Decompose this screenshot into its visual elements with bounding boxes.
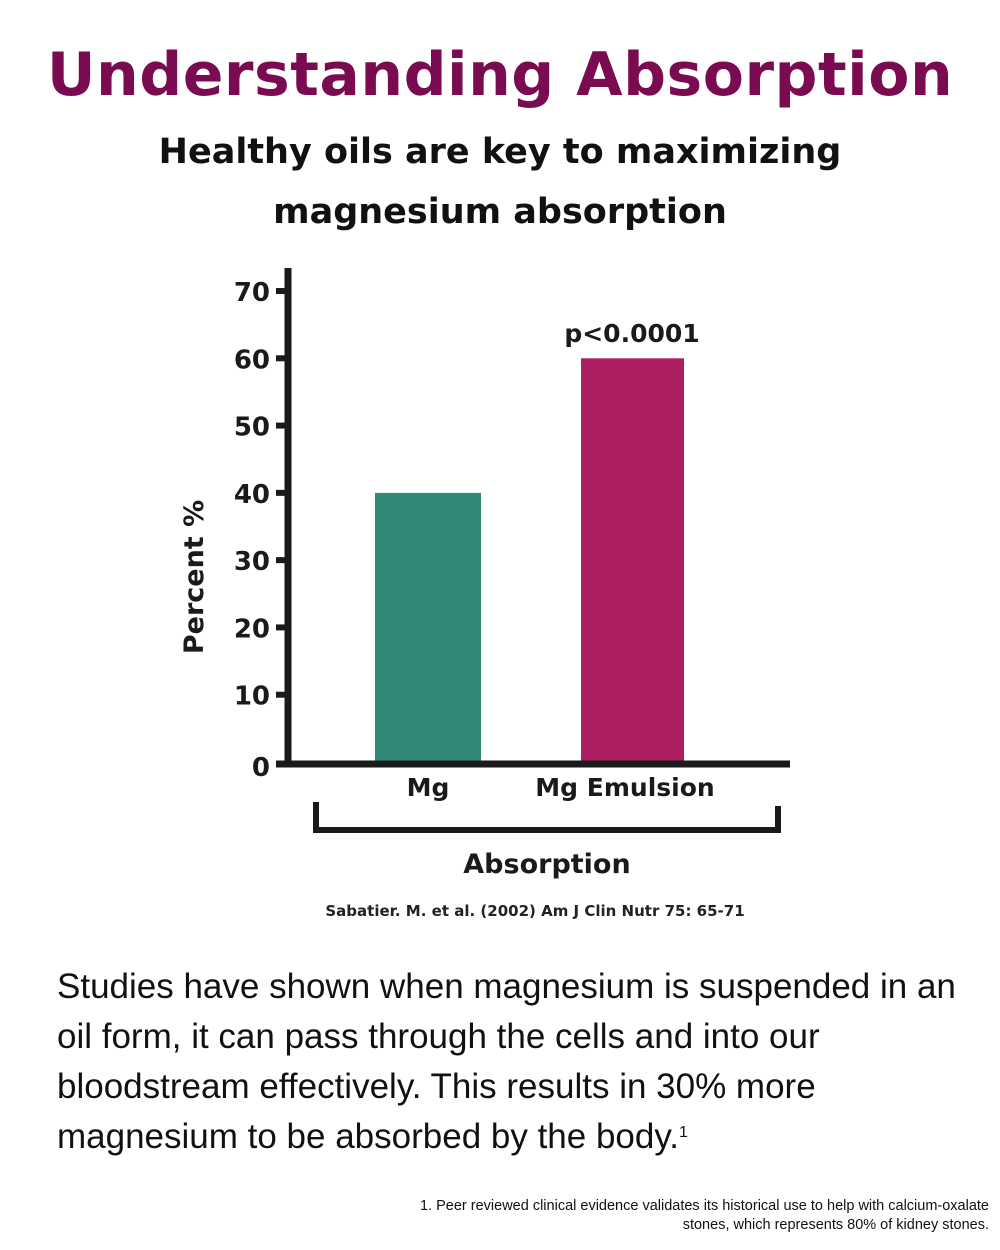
y-tick-label: 70 [234, 278, 270, 308]
body-paragraph: Studies have shown when magnesium is sus… [57, 962, 987, 1162]
bar-mg [375, 492, 481, 762]
y-axis-label: Percent % [179, 500, 210, 654]
y-tick-label: 40 [234, 480, 270, 510]
x-category-label: Mg [407, 773, 450, 802]
footnote: 1. Peer reviewed clinical evidence valid… [420, 1198, 989, 1233]
page-subtitle: Healthy oils are key to maximizing magne… [158, 132, 842, 232]
y-tick-label: 50 [234, 413, 270, 443]
citation: Sabatier. M. et al. (2002) Am J Clin Nut… [325, 902, 745, 920]
y-tick-label: 0 [252, 753, 270, 783]
bar-mg-emulsion [581, 358, 684, 762]
y-tick-label: 30 [234, 547, 270, 577]
body-text: Studies have shown when magnesium is sus… [57, 967, 956, 1156]
y-tick-label: 10 [234, 682, 270, 712]
category-bracket [313, 802, 781, 833]
y-tick-label: 20 [234, 614, 270, 644]
y-tick-label: 60 [234, 345, 270, 375]
significance-annotation: p<0.0001 [564, 319, 699, 348]
footnote-marker: 1 [678, 1124, 688, 1141]
x-axis-label: Absorption [463, 849, 630, 880]
page-title: Understanding Absorption [46, 40, 954, 110]
x-category-label: Mg Emulsion [535, 773, 714, 802]
